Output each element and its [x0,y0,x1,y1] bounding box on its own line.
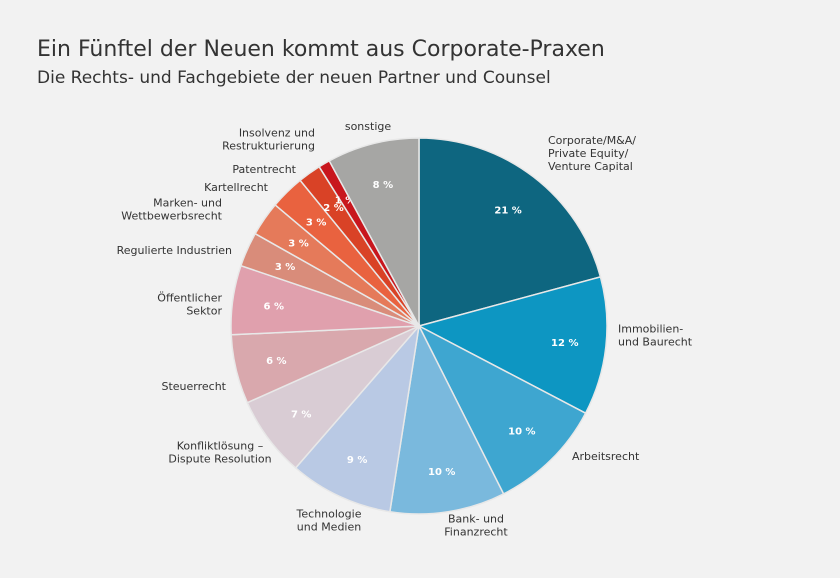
value-label: 10 % [508,426,535,437]
pie-slice [294,323,421,513]
value-label: 2 % [323,203,343,214]
pie-slice [389,323,505,515]
chart-title: Ein Fünftel der Neuen kommt aus Corporat… [37,37,605,62]
category-label: Immobilien-und Baurecht [618,323,693,349]
category-label: Corporate/M&A/Private Equity/Venture Cap… [548,134,636,173]
category-label: Kartellrecht [204,181,269,194]
category-label: Konfliktlösung – Dispute Resolution [168,440,271,466]
value-label: 6 % [264,302,284,313]
pie-slice [328,137,420,327]
category-label: Patentrecht [232,163,296,176]
value-label: 9 % [347,455,367,466]
pie-slice [416,275,608,415]
value-label: 3 % [288,238,308,249]
pie-slice [417,324,587,495]
category-label: Arbeitsrecht [572,450,640,463]
value-label: 8 % [373,180,393,191]
category-label: Marken- und Wettbewerbsrecht [121,197,222,223]
category-label: Steuerrecht [161,380,226,393]
category-label: Regulierte Industrien [117,244,232,257]
value-label: 3 % [275,262,295,273]
value-label: 21 % [494,206,521,217]
value-label: 1 % [335,195,355,206]
value-label: 7 % [291,409,311,420]
category-label: Bank- und Finanzrecht [444,513,508,539]
value-label: 6 % [266,356,286,367]
value-label: 12 % [551,338,578,349]
chart-subtitle: Die Rechts- und Fachgebiete der neuen Pa… [37,68,551,88]
category-label: Insolvenz und Restrukturierung [222,127,315,153]
category-label: Technologie und Medien [296,508,362,534]
category-label: sonstige [345,120,392,133]
value-label: 3 % [306,218,326,229]
pie-slice [418,137,602,327]
value-label: 10 % [428,467,455,478]
category-label: Öffentlicher Sektor [157,292,222,318]
